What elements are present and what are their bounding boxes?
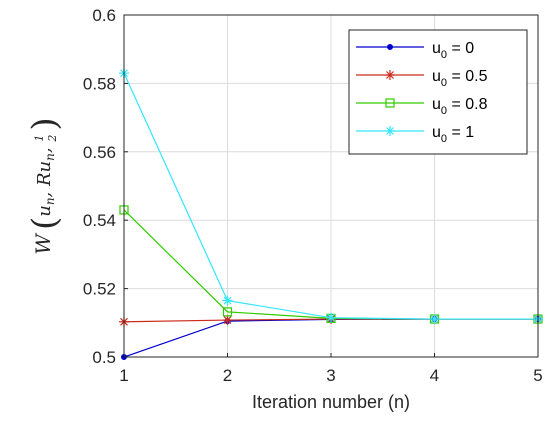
data-point bbox=[222, 295, 233, 306]
x-axis-label: Iteration number (n) bbox=[252, 392, 410, 412]
legend-label: u0 = 0.8 bbox=[432, 96, 488, 117]
data-point bbox=[429, 314, 440, 325]
legend-label: u0 = 0 bbox=[432, 40, 474, 61]
y-label-mid: , Ru bbox=[34, 161, 55, 198]
x-tick-label: 4 bbox=[430, 366, 439, 385]
legend-entry: u0 = 1 bbox=[356, 124, 474, 145]
legend-label: u0 = 0.5 bbox=[432, 68, 488, 89]
y-axis-label: W(un, Run, 12) bbox=[25, 117, 65, 254]
ticks: 1 2 3 4 5 0.5 0.52 0.54 0.56 0.58 0.6 bbox=[83, 6, 543, 385]
legend-entry: u0 = 0.8 bbox=[356, 96, 488, 117]
y-label-func: W bbox=[31, 233, 55, 255]
legend-entry: u0 = 0 bbox=[356, 40, 474, 61]
y-label-sub: n bbox=[43, 197, 57, 205]
data-point bbox=[326, 312, 336, 323]
x-tick-label: 1 bbox=[119, 366, 128, 385]
data-point bbox=[385, 126, 395, 136]
y-label-sub2: n bbox=[43, 153, 57, 161]
y-tick-label: 0.5 bbox=[92, 348, 116, 367]
y-label-half-den: 2 bbox=[46, 135, 59, 143]
data-point bbox=[222, 307, 233, 317]
y-tick-label: 0.58 bbox=[83, 74, 116, 93]
y-tick-label: 0.54 bbox=[83, 211, 116, 230]
legend: u0 = 0 u0 = 0.5 u0 = 0.8 u0 = 1 bbox=[348, 29, 528, 155]
legend-entry: u0 = 0.5 bbox=[356, 68, 488, 89]
x-tick-label: 5 bbox=[533, 366, 542, 385]
series-layer bbox=[119, 68, 543, 360]
svg-text:W(un, Run, 12): W(un, Run, 12) bbox=[25, 117, 65, 254]
y-tick-label: 0.6 bbox=[92, 6, 116, 25]
data-point bbox=[222, 315, 233, 326]
x-tick-label: 3 bbox=[326, 366, 335, 385]
legend-box bbox=[348, 29, 528, 155]
legend-label: u0 = 1 bbox=[432, 124, 474, 145]
data-point bbox=[385, 70, 395, 80]
data-point bbox=[387, 44, 393, 50]
y-label-half-num: 1 bbox=[33, 135, 46, 142]
y-tick-label: 0.52 bbox=[83, 280, 116, 299]
y-label-arg: u bbox=[34, 205, 55, 217]
y-tick-label: 0.56 bbox=[83, 143, 116, 162]
x-tick-label: 2 bbox=[223, 366, 232, 385]
data-point bbox=[385, 98, 395, 108]
